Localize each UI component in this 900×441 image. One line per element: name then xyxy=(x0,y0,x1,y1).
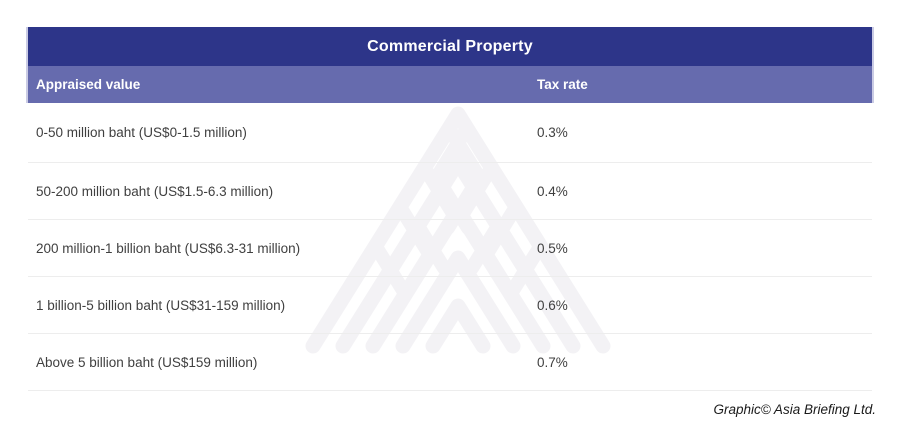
table-row: 200 million-1 billion baht (US$6.3-31 mi… xyxy=(28,220,872,277)
appraised-value-cell: 200 million-1 billion baht (US$6.3-31 mi… xyxy=(36,240,301,256)
appraised-value-cell: 0-50 million baht (US$0-1.5 million) xyxy=(36,125,247,140)
table-row: 0-50 million baht (US$0-1.5 million) 0.3… xyxy=(28,103,872,163)
column-header-appraised-value: Appraised value xyxy=(36,77,141,92)
tax-rate-cell: 0.7% xyxy=(537,354,568,370)
tax-rate-cell: 0.4% xyxy=(537,183,568,199)
column-header-tax-rate: Tax rate xyxy=(537,77,588,92)
table-head-block: Commercial Property Appraised value Tax … xyxy=(28,27,872,103)
table-header-row: Appraised value Tax rate xyxy=(28,66,872,103)
asia-briefing-logo-watermark-icon xyxy=(305,106,611,354)
table-title-bar: Commercial Property xyxy=(28,27,872,66)
tax-rate-cell: 0.6% xyxy=(537,297,568,313)
tax-rate-cell: 0.3% xyxy=(537,125,568,140)
table-row: Above 5 billion baht (US$159 million) 0.… xyxy=(28,334,872,391)
table-row: 50-200 million baht (US$1.5-6.3 million)… xyxy=(28,163,872,220)
table-row: 1 billion-5 billion baht (US$31-159 mill… xyxy=(28,277,872,334)
tax-rate-cell: 0.5% xyxy=(537,240,568,256)
appraised-value-cell: 50-200 million baht (US$1.5-6.3 million) xyxy=(36,183,274,199)
table-body: 0-50 million baht (US$0-1.5 million) 0.3… xyxy=(28,103,872,391)
appraised-value-cell: 1 billion-5 billion baht (US$31-159 mill… xyxy=(36,297,286,313)
graphic-credit: Graphic© Asia Briefing Ltd. xyxy=(713,402,876,417)
appraised-value-cell: Above 5 billion baht (US$159 million) xyxy=(36,354,258,370)
commercial-property-table: Commercial Property Appraised value Tax … xyxy=(28,27,872,391)
table-title: Commercial Property xyxy=(367,37,533,55)
